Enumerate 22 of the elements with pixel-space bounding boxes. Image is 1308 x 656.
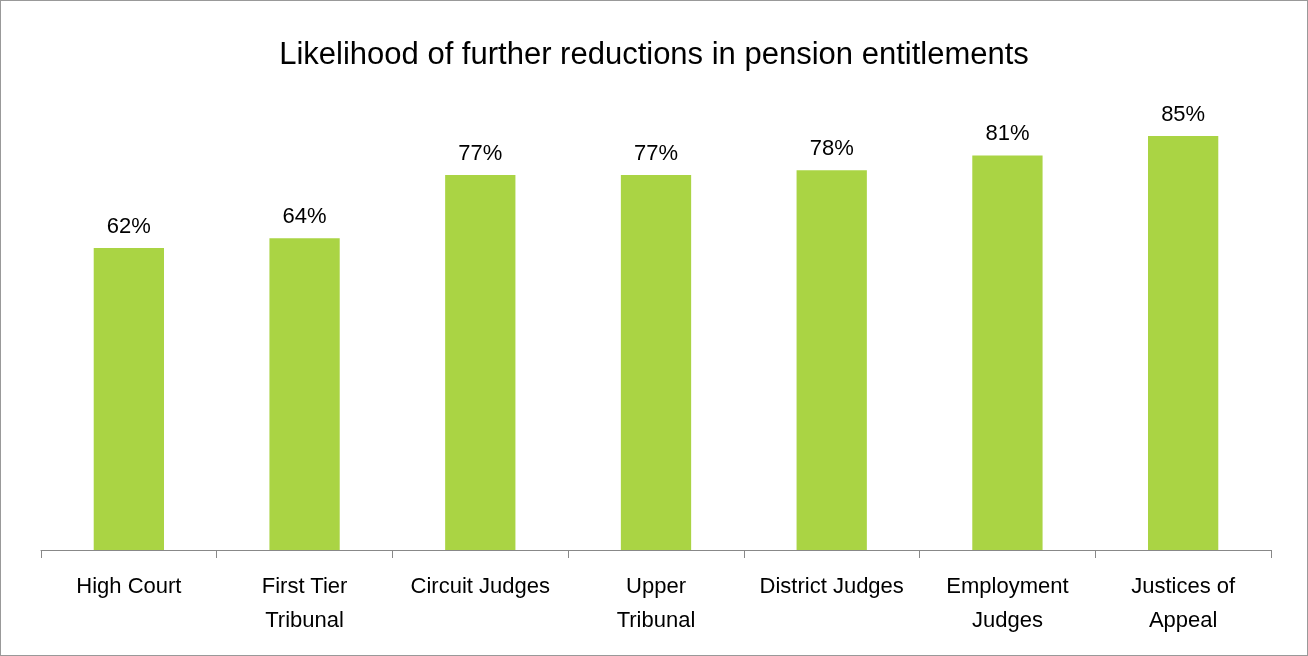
bar [1148,136,1219,550]
data-label: 62% [106,212,151,238]
bar [620,175,692,550]
data-label: 77% [633,139,679,165]
x-tick-label: High Court [76,572,182,598]
chart-title: Likelihood of further reductions in pension entitlements [279,36,1029,71]
x-tick-label: Employment Judges [946,572,1069,632]
x-tick-label: Circuit Judges [410,572,550,598]
x-tick-label: Upper Tribunal [616,572,696,632]
data-label: 64% [282,202,327,228]
x-tick-label: First Tier Tribunal [261,572,348,632]
bar [93,248,164,550]
data-label: 78% [809,134,854,160]
data-label: 85% [1161,100,1206,126]
bar [269,238,340,550]
data-label: 81% [985,120,1030,146]
x-tick-label: Justices of Appeal [1131,572,1236,632]
data-label: 77% [458,139,503,165]
bar [972,155,1043,550]
bar [445,175,516,550]
x-tick-label: District Judges [759,572,904,598]
bar [796,170,867,550]
